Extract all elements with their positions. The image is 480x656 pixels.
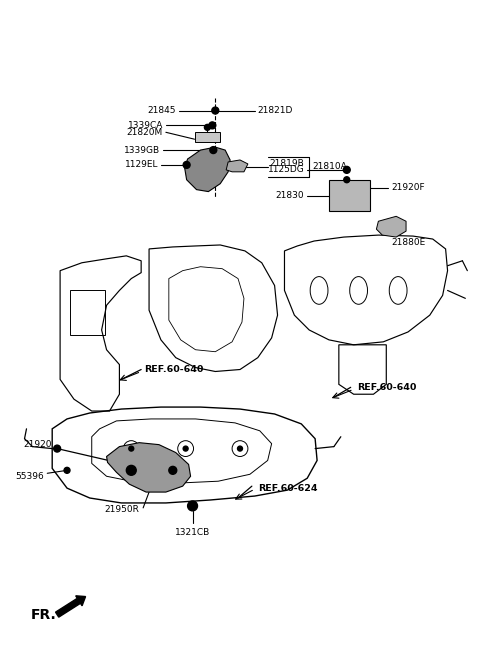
Polygon shape xyxy=(107,443,191,492)
Circle shape xyxy=(169,466,177,474)
Text: 21830: 21830 xyxy=(276,191,304,200)
Circle shape xyxy=(183,446,188,451)
Circle shape xyxy=(210,147,217,154)
Text: 55396: 55396 xyxy=(15,472,44,481)
Circle shape xyxy=(343,167,350,173)
Circle shape xyxy=(344,176,350,183)
Text: REF.60-640: REF.60-640 xyxy=(144,365,204,374)
Text: REF.60-624: REF.60-624 xyxy=(258,483,317,493)
Polygon shape xyxy=(226,160,248,172)
Circle shape xyxy=(183,161,190,169)
Bar xyxy=(194,133,220,142)
FancyArrow shape xyxy=(56,596,85,617)
Text: 21880E: 21880E xyxy=(391,239,425,247)
Text: 21810A: 21810A xyxy=(312,163,347,171)
Circle shape xyxy=(54,445,60,452)
Text: 21920F: 21920F xyxy=(391,183,425,192)
Circle shape xyxy=(204,125,210,131)
Text: 21920: 21920 xyxy=(24,440,52,449)
Text: FR.: FR. xyxy=(30,607,56,622)
Text: 21820M: 21820M xyxy=(127,128,163,137)
Polygon shape xyxy=(376,216,406,237)
Circle shape xyxy=(238,446,242,451)
Text: 21845: 21845 xyxy=(147,106,176,115)
Text: 21950R: 21950R xyxy=(104,505,139,514)
Text: REF.60-640: REF.60-640 xyxy=(357,383,416,392)
Text: 1339CA: 1339CA xyxy=(128,121,163,130)
Circle shape xyxy=(212,107,219,114)
Circle shape xyxy=(64,467,70,473)
Text: 21821D: 21821D xyxy=(258,106,293,115)
Text: 1339GB: 1339GB xyxy=(124,146,160,155)
Circle shape xyxy=(129,446,134,451)
Bar xyxy=(329,180,371,211)
Circle shape xyxy=(209,122,216,129)
Text: 1321CB: 1321CB xyxy=(175,527,210,537)
Circle shape xyxy=(188,501,197,511)
Text: 1125DG: 1125DG xyxy=(267,165,304,174)
Text: 1129EL: 1129EL xyxy=(124,161,158,169)
Circle shape xyxy=(126,465,136,476)
Bar xyxy=(70,291,105,335)
Polygon shape xyxy=(185,147,230,192)
Text: 21819B: 21819B xyxy=(270,159,304,169)
